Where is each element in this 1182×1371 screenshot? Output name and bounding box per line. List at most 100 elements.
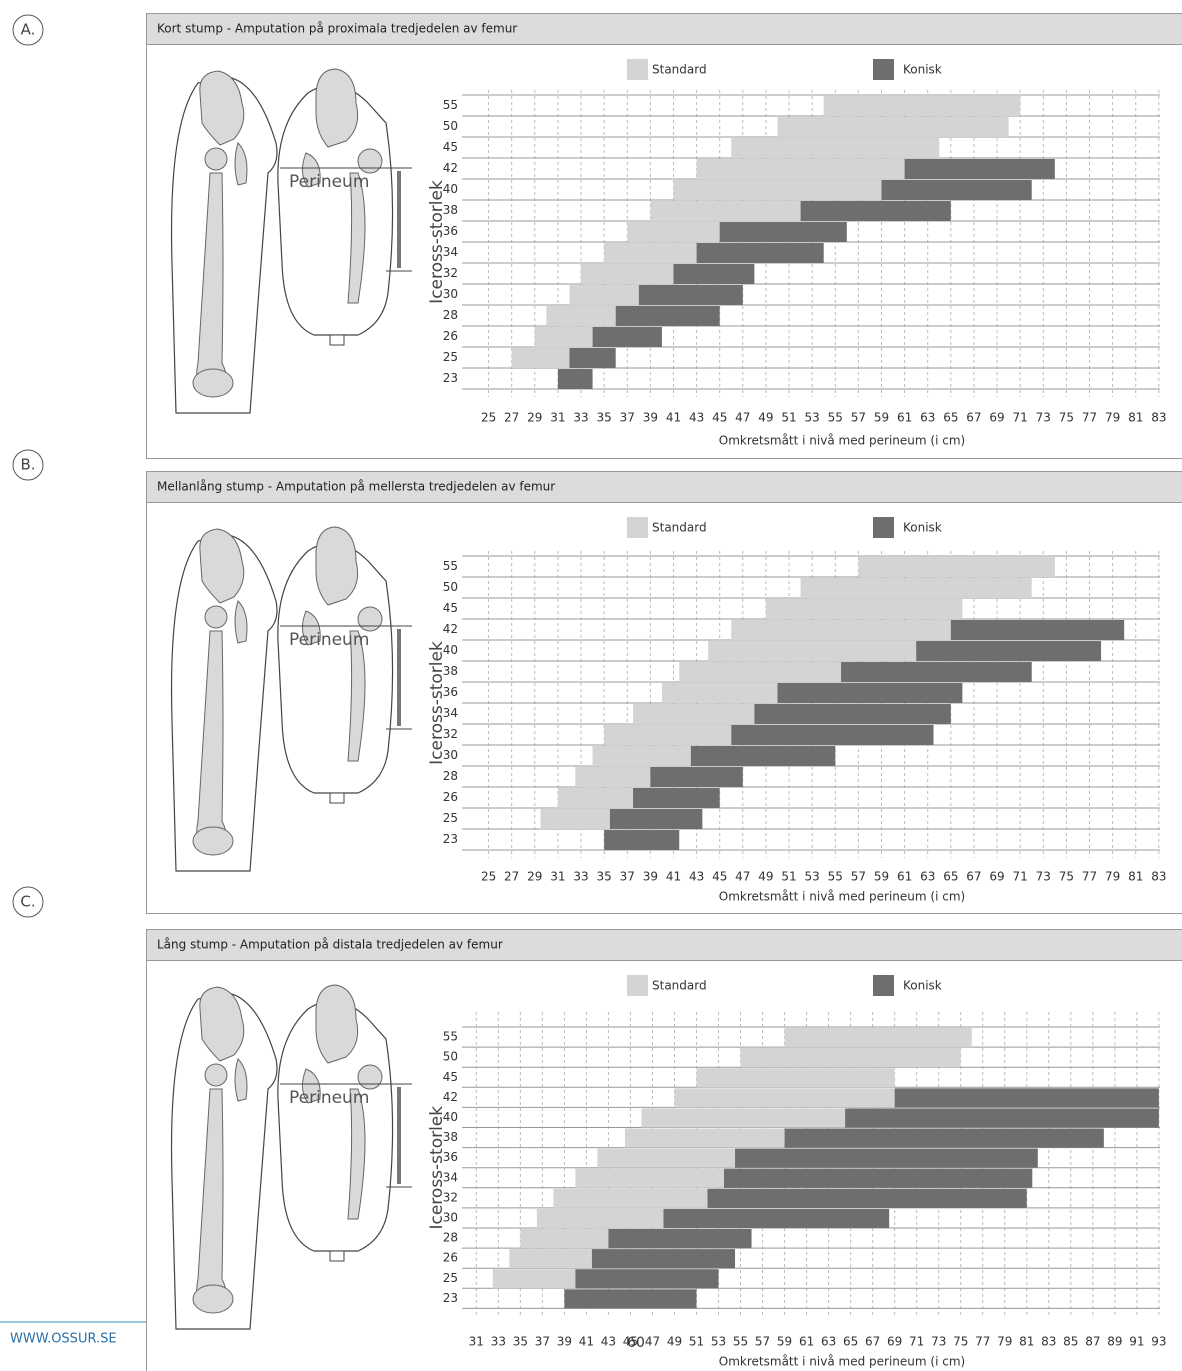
y-tick-label: 23 xyxy=(443,832,458,846)
page-number: 60 xyxy=(627,1335,645,1351)
x-tick-label: 75 xyxy=(953,1335,968,1349)
x-tick-label: 65 xyxy=(843,1335,858,1349)
bar xyxy=(661,683,778,703)
bar xyxy=(800,201,951,221)
x-tick-label: 61 xyxy=(897,870,912,884)
y-tick-label: 30 xyxy=(443,1210,458,1224)
legend-label: Konisk xyxy=(903,979,942,993)
panel-letter-circle xyxy=(12,449,44,481)
y-tick-label: 50 xyxy=(443,580,458,594)
y-tick-label: 26 xyxy=(443,1251,458,1265)
x-tick-label: 27 xyxy=(504,411,519,425)
x-tick-label: 83 xyxy=(1151,870,1166,884)
y-tick-label: 38 xyxy=(443,1130,458,1144)
bar xyxy=(534,327,593,347)
illustration xyxy=(172,985,393,1329)
y-tick-label: 32 xyxy=(443,727,458,741)
x-tick-label: 71 xyxy=(1013,870,1028,884)
x-tick-label: 55 xyxy=(828,411,843,425)
bar xyxy=(597,1148,736,1168)
y-tick-label: 45 xyxy=(443,140,458,154)
x-tick-label: 41 xyxy=(579,1335,594,1349)
bar xyxy=(679,662,842,682)
x-tick-label: 59 xyxy=(777,1335,792,1349)
x-tick-label: 47 xyxy=(735,411,750,425)
panel-letter-circle xyxy=(12,14,44,46)
y-tick-label: 34 xyxy=(443,706,458,720)
bar xyxy=(731,138,940,158)
panel-header xyxy=(146,929,1182,961)
x-tick-label: 67 xyxy=(865,1335,880,1349)
x-tick-label: 83 xyxy=(1041,1335,1056,1349)
y-tick-label: 50 xyxy=(443,119,458,133)
bar xyxy=(724,1168,1033,1188)
y-tick-label: 40 xyxy=(443,1110,458,1124)
bar xyxy=(641,1108,846,1128)
bar xyxy=(735,1148,1038,1168)
x-tick-label: 53 xyxy=(805,870,820,884)
x-tick-label: 71 xyxy=(1013,411,1028,425)
legend-label: Konisk xyxy=(903,521,942,535)
x-tick-label: 51 xyxy=(689,1335,704,1349)
legend-swatch xyxy=(627,59,648,80)
bar xyxy=(800,578,1032,598)
illustration xyxy=(172,69,393,413)
x-tick-label: 49 xyxy=(758,870,773,884)
bar xyxy=(916,641,1102,661)
bar xyxy=(564,1289,697,1309)
x-tick-label: 49 xyxy=(758,411,773,425)
bar xyxy=(569,285,639,305)
bar xyxy=(557,788,634,808)
bar xyxy=(696,1068,895,1088)
y-tick-label: 26 xyxy=(443,790,458,804)
chart-title: Lång stump - Amputation på distala tredj… xyxy=(157,938,503,952)
x-tick-label: 53 xyxy=(711,1335,726,1349)
x-tick-label: 47 xyxy=(645,1335,660,1349)
legend-label: Standard xyxy=(652,63,707,77)
panel-letter-circle xyxy=(12,886,44,918)
y-axis-label: Iceross-storlek xyxy=(427,180,447,304)
x-tick-label: 79 xyxy=(1105,411,1120,425)
x-tick-label: 35 xyxy=(597,870,612,884)
x-tick-label: 41 xyxy=(666,870,681,884)
x-tick-label: 89 xyxy=(1107,1335,1122,1349)
x-tick-label: 41 xyxy=(666,411,681,425)
y-tick-label: 40 xyxy=(443,643,458,657)
x-tick-label: 39 xyxy=(643,870,658,884)
x-tick-label: 37 xyxy=(620,870,635,884)
x-tick-label: 27 xyxy=(504,870,519,884)
x-tick-label: 39 xyxy=(643,411,658,425)
bar xyxy=(553,1188,708,1208)
bar xyxy=(707,1188,1027,1208)
bar xyxy=(575,1269,719,1289)
x-tick-label: 31 xyxy=(550,870,565,884)
bar xyxy=(536,1208,664,1228)
x-tick-label: 39 xyxy=(557,1335,572,1349)
x-tick-label: 61 xyxy=(897,411,912,425)
y-tick-label: 28 xyxy=(443,769,458,783)
y-tick-label: 23 xyxy=(443,1291,458,1305)
x-tick-label: 37 xyxy=(535,1335,550,1349)
bar xyxy=(950,620,1125,640)
y-tick-label: 42 xyxy=(443,622,458,636)
bar xyxy=(633,704,755,724)
x-tick-label: 91 xyxy=(1129,1335,1144,1349)
bar xyxy=(673,180,882,200)
y-tick-label: 36 xyxy=(443,1150,458,1164)
x-tick-label: 31 xyxy=(550,411,565,425)
bar xyxy=(696,159,905,179)
x-tick-label: 71 xyxy=(909,1335,924,1349)
x-tick-label: 45 xyxy=(712,411,727,425)
bar xyxy=(650,767,743,787)
bar xyxy=(690,746,836,766)
x-tick-label: 29 xyxy=(527,870,542,884)
bar xyxy=(638,285,743,305)
x-tick-label: 51 xyxy=(781,411,796,425)
bar xyxy=(592,746,691,766)
x-tick-label: 85 xyxy=(1063,1335,1078,1349)
x-tick-label: 81 xyxy=(1128,870,1143,884)
y-tick-label: 25 xyxy=(443,350,458,364)
bar xyxy=(650,201,801,221)
bar xyxy=(845,1108,1159,1128)
